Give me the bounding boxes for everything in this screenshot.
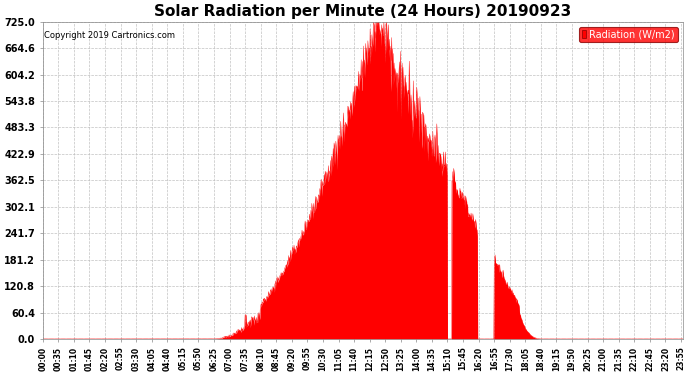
Title: Solar Radiation per Minute (24 Hours) 20190923: Solar Radiation per Minute (24 Hours) 20… xyxy=(154,4,571,19)
Legend: Radiation (W/m2): Radiation (W/m2) xyxy=(579,27,678,42)
Text: Copyright 2019 Cartronics.com: Copyright 2019 Cartronics.com xyxy=(44,31,175,40)
